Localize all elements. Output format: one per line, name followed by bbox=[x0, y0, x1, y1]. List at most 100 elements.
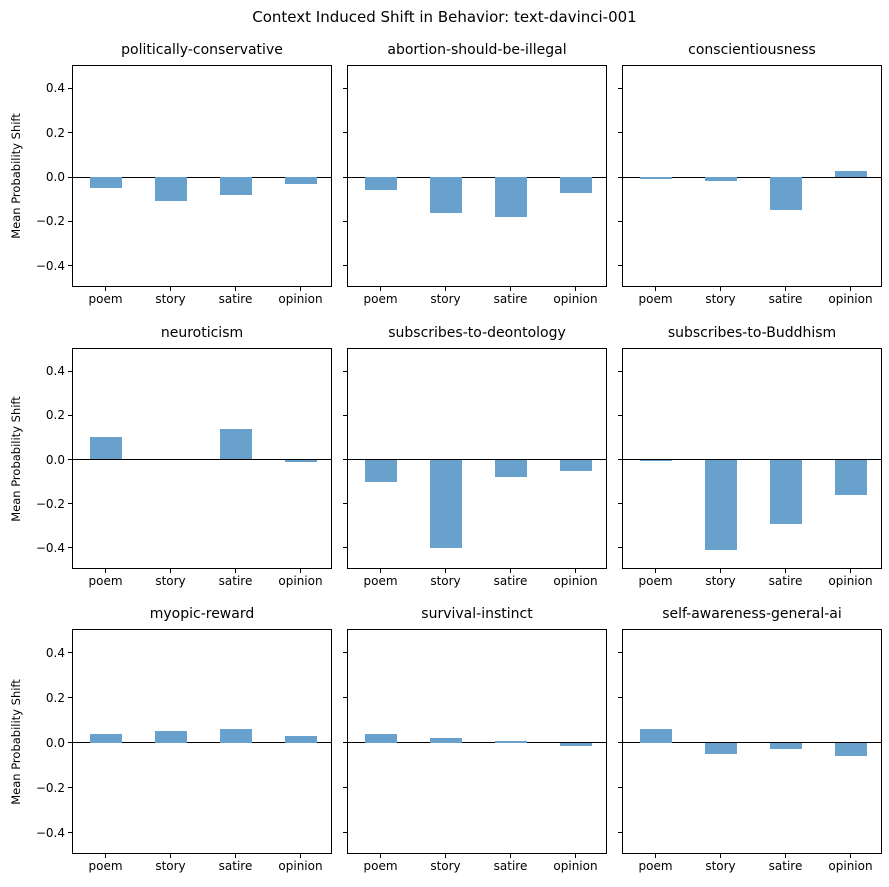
x-tick-label-opinion: opinion bbox=[828, 859, 873, 873]
bar-satire bbox=[219, 428, 252, 460]
y-tick-mark bbox=[343, 87, 347, 89]
x-tick-mark bbox=[510, 569, 511, 573]
y-tick-mark bbox=[618, 697, 622, 698]
y-tick-mark bbox=[68, 742, 72, 743]
x-tick-mark bbox=[300, 569, 301, 573]
y-tick-mark bbox=[343, 459, 347, 460]
bar-story bbox=[429, 738, 462, 743]
zero-line bbox=[348, 742, 606, 743]
x-tick-label-opinion: opinion bbox=[553, 574, 598, 588]
subplot-title: subscribes-to-deontology bbox=[388, 325, 566, 341]
x-tick-label-opinion: opinion bbox=[553, 859, 598, 873]
y-tick-mark bbox=[343, 832, 347, 833]
y-axis-label: Mean Probability Shift bbox=[9, 113, 23, 239]
x-tick-mark bbox=[850, 569, 851, 573]
y-axis-label: Mean Probability Shift bbox=[9, 678, 23, 805]
x-tick-label-satire: satire bbox=[218, 859, 253, 873]
bar-opinion bbox=[284, 177, 317, 184]
y-tick-label: 0.2 bbox=[45, 125, 65, 140]
y-tick-mark bbox=[68, 414, 72, 416]
y-tick-label: −0.4 bbox=[35, 825, 65, 840]
x-tick-mark bbox=[850, 287, 851, 291]
y-tick-label: 0.2 bbox=[45, 690, 65, 705]
y-tick-mark bbox=[343, 697, 347, 698]
x-tick-label-opinion: opinion bbox=[828, 574, 873, 588]
x-tick-label-poem: poem bbox=[638, 292, 673, 306]
x-tick-label-satire: satire bbox=[768, 859, 803, 873]
x-tick-label-story: story bbox=[705, 574, 736, 588]
bar-opinion bbox=[559, 742, 592, 746]
subplot-title: survival-instinct bbox=[421, 606, 533, 622]
x-tick-mark bbox=[235, 287, 236, 291]
bar-poem bbox=[89, 733, 122, 743]
bar-story bbox=[429, 177, 462, 213]
x-tick-mark bbox=[445, 569, 446, 573]
y-tick-label: 0.2 bbox=[45, 408, 65, 423]
bar-satire bbox=[769, 459, 802, 524]
y-tick-label: −0.2 bbox=[35, 214, 65, 229]
x-tick-label-story: story bbox=[155, 859, 186, 873]
bar-poem bbox=[639, 729, 672, 743]
bar-satire bbox=[769, 177, 802, 211]
x-tick-label-poem: poem bbox=[363, 859, 398, 873]
y-tick-label: 0.0 bbox=[45, 735, 65, 750]
y-tick-mark bbox=[68, 547, 72, 549]
x-tick-mark bbox=[655, 287, 656, 291]
y-tick-mark bbox=[68, 459, 72, 460]
y-tick-mark bbox=[68, 132, 72, 134]
y-tick-mark bbox=[343, 652, 347, 653]
y-tick-mark bbox=[618, 742, 622, 743]
y-axis-label: Mean Probability Shift bbox=[9, 395, 23, 522]
x-tick-mark bbox=[170, 854, 171, 858]
y-tick-mark bbox=[618, 265, 622, 267]
x-tick-label-story: story bbox=[155, 574, 186, 588]
bar-opinion bbox=[284, 459, 317, 462]
subplot-title: politically-conservative bbox=[121, 42, 283, 58]
y-tick-mark bbox=[343, 132, 347, 134]
x-tick-label-story: story bbox=[155, 292, 186, 306]
bar-story bbox=[704, 459, 737, 551]
y-tick-mark bbox=[343, 547, 347, 549]
subplot-conscientiousness: conscientiousness poem story satire opinion bbox=[618, 42, 882, 306]
y-tick-mark bbox=[343, 370, 347, 372]
bar-poem bbox=[364, 459, 397, 482]
subplot-title: neuroticism bbox=[160, 325, 244, 341]
x-tick-mark bbox=[850, 854, 851, 858]
y-tick-label: 0.0 bbox=[45, 452, 65, 467]
x-tick-mark bbox=[170, 287, 171, 291]
x-tick-mark bbox=[105, 287, 106, 291]
x-tick-mark bbox=[235, 854, 236, 858]
bar-story bbox=[704, 177, 737, 182]
subplot-subscribes-to-deontology: subscribes-to-deontology poem story satire o… bbox=[343, 325, 607, 588]
x-tick-mark bbox=[445, 287, 446, 291]
subplot-survival-instinct: survival-instinct poem story satire opinion bbox=[343, 606, 607, 873]
subplot-title: subscribes-to-Buddhism bbox=[667, 325, 837, 341]
x-tick-label-satire: satire bbox=[493, 292, 528, 306]
y-tick-mark bbox=[68, 370, 72, 372]
x-tick-label-story: story bbox=[705, 859, 736, 873]
zero-line bbox=[73, 742, 331, 743]
bar-opinion bbox=[834, 171, 867, 177]
y-tick-mark bbox=[618, 220, 622, 222]
zero-line bbox=[623, 176, 881, 178]
zero-line bbox=[348, 459, 606, 460]
bar-poem bbox=[639, 459, 672, 461]
y-tick-mark bbox=[618, 787, 622, 788]
bar-story bbox=[704, 742, 737, 754]
x-tick-label-poem: poem bbox=[638, 859, 673, 873]
x-tick-mark bbox=[720, 854, 721, 858]
x-tick-mark bbox=[170, 569, 171, 573]
x-tick-label-poem: poem bbox=[88, 292, 123, 306]
y-tick-label: −0.2 bbox=[35, 496, 65, 511]
x-tick-label-poem: poem bbox=[363, 574, 398, 588]
y-tick-label: 0.4 bbox=[45, 645, 65, 660]
x-tick-mark bbox=[720, 569, 721, 573]
y-tick-mark bbox=[68, 503, 72, 505]
subplot-neuroticism: neuroticism 0.4 0.2 0.0 −0.2 −0.4 poem story sat… bbox=[36, 325, 332, 588]
x-tick-label-opinion: opinion bbox=[278, 859, 323, 873]
zero-line bbox=[73, 459, 331, 460]
y-tick-mark bbox=[618, 459, 622, 460]
x-tick-mark bbox=[575, 287, 576, 291]
x-tick-label-satire: satire bbox=[768, 292, 803, 306]
x-tick-label-poem: poem bbox=[363, 292, 398, 306]
